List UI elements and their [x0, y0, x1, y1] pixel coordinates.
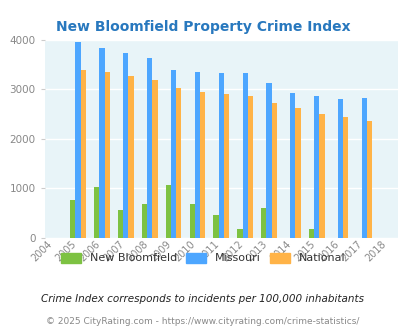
Bar: [266, 83, 271, 238]
Bar: [200, 92, 205, 238]
Bar: [81, 70, 86, 238]
Bar: [176, 88, 181, 238]
Bar: [313, 96, 319, 238]
Text: Crime Index corresponds to incidents per 100,000 inhabitants: Crime Index corresponds to incidents per…: [41, 294, 364, 304]
Bar: [247, 96, 252, 238]
Bar: [361, 98, 366, 238]
Bar: [141, 204, 147, 238]
Bar: [237, 229, 242, 238]
Bar: [117, 211, 123, 238]
Bar: [295, 108, 300, 238]
Bar: [99, 48, 104, 238]
Bar: [319, 115, 324, 238]
Bar: [171, 70, 176, 238]
Bar: [152, 80, 157, 238]
Bar: [271, 103, 276, 238]
Bar: [223, 94, 228, 238]
Legend: New Bloomfield, Missouri, National: New Bloomfield, Missouri, National: [58, 249, 347, 267]
Bar: [337, 98, 342, 238]
Bar: [290, 93, 295, 238]
Bar: [189, 204, 194, 238]
Bar: [104, 72, 109, 238]
Bar: [147, 58, 152, 238]
Bar: [260, 208, 266, 238]
Bar: [128, 76, 133, 238]
Bar: [213, 215, 218, 238]
Bar: [75, 42, 81, 238]
Text: New Bloomfield Property Crime Index: New Bloomfield Property Crime Index: [55, 20, 350, 34]
Bar: [218, 73, 223, 238]
Bar: [70, 200, 75, 238]
Bar: [123, 53, 128, 238]
Bar: [366, 121, 371, 238]
Bar: [165, 185, 171, 238]
Text: © 2025 CityRating.com - https://www.cityrating.com/crime-statistics/: © 2025 CityRating.com - https://www.city…: [46, 317, 359, 326]
Bar: [94, 187, 99, 238]
Bar: [342, 117, 347, 238]
Bar: [308, 229, 313, 238]
Bar: [242, 73, 247, 238]
Bar: [194, 72, 200, 238]
